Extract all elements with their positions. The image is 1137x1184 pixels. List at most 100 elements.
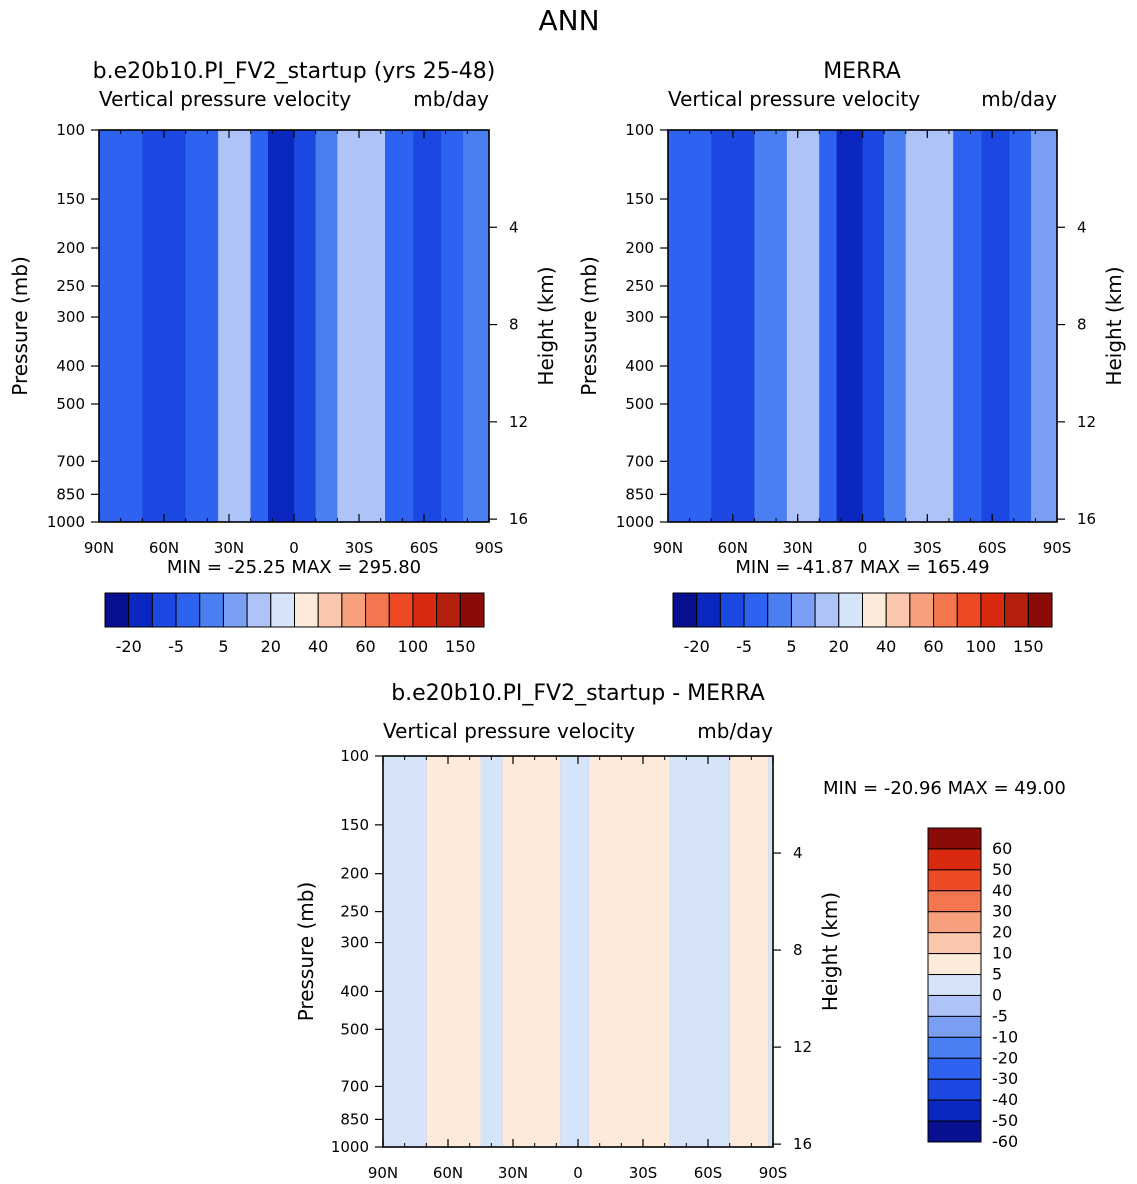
x-tick-label: 0 <box>858 539 868 557</box>
min-max-stats: MIN = -25.25 MAX = 295.80 <box>167 557 421 578</box>
colorbar: -20 -5 5 20 40 60 100 150 <box>672 592 1053 656</box>
min-max-stats: MIN = -41.87 MAX = 165.49 <box>735 557 989 578</box>
contour-band <box>754 130 787 522</box>
x-tick-label: 90S <box>759 1164 788 1182</box>
y-tick-label: 250 <box>340 903 369 921</box>
colorbar-box <box>104 592 130 628</box>
min-max-stats: MIN = -20.96 MAX = 49.00 <box>823 778 1066 799</box>
colorbar-box <box>927 953 982 976</box>
chart-subtitle: Vertical pressure velocity <box>99 87 351 111</box>
y-right-tick-label: 4 <box>1077 218 1087 236</box>
x-tick-label: 60N <box>718 539 748 557</box>
y-right-axis-label: Height (km) <box>818 892 842 1011</box>
colorbar-box <box>927 1120 982 1143</box>
colorbar-label: -5 <box>992 1006 1008 1025</box>
y-tick-label: 150 <box>625 190 654 208</box>
x-tick-label: 90N <box>653 539 683 557</box>
colorbar-label: 10 <box>992 944 1012 963</box>
colorbar-box <box>838 592 863 628</box>
colorbar-box <box>222 592 248 628</box>
y-tick-label: 400 <box>625 357 654 375</box>
colorbar-box <box>672 592 698 628</box>
colorbar-box <box>927 890 982 913</box>
colorbar-label: 5 <box>218 637 228 656</box>
plot-area <box>668 130 1057 522</box>
colorbar-label: -30 <box>992 1069 1018 1088</box>
y-right-tick-label: 12 <box>793 1038 812 1056</box>
colorbar-box <box>199 592 224 628</box>
y-right-tick-label: 12 <box>509 413 528 431</box>
y-tick-label: 150 <box>340 816 369 834</box>
contour-band <box>441 130 463 522</box>
contour-band <box>413 130 442 522</box>
contour-band <box>588 756 669 1147</box>
colorbar-box <box>927 1078 982 1101</box>
y-right-axis-label: Height (km) <box>534 266 558 385</box>
colorbar-box <box>927 1036 982 1059</box>
colorbar-box <box>317 592 343 628</box>
y-tick-label: 500 <box>56 395 85 413</box>
contour-band <box>315 130 338 522</box>
y-tick-label: 100 <box>340 747 369 765</box>
x-tick-label: 60S <box>694 1164 723 1182</box>
chart-panel-2: MERRA Vertical pressure velocity mb/day 90N… <box>577 59 1126 656</box>
x-tick-label: 30S <box>913 539 942 557</box>
colorbar-label: 60 <box>923 637 943 656</box>
colorbar-box <box>743 592 769 628</box>
y-axis-label: Pressure (mb) <box>577 256 601 396</box>
contour-band <box>463 130 489 522</box>
colorbar-box <box>980 592 1006 628</box>
colorbar-box <box>294 592 319 628</box>
y-right-axis-label: Height (km) <box>1102 266 1126 385</box>
colorbar-box <box>365 592 390 628</box>
contour-band <box>905 130 954 522</box>
chart-title: b.e20b10.PI_FV2_startup - MERRA <box>391 681 765 706</box>
colorbar-box <box>246 592 272 628</box>
contour-band <box>480 756 503 1147</box>
contour-band <box>385 130 414 522</box>
colorbar-box <box>790 592 816 628</box>
x-tick-label: 30N <box>498 1164 528 1182</box>
chart-units: mb/day <box>981 87 1057 111</box>
x-tick-label: 30S <box>629 1164 658 1182</box>
x-tick-label: 0 <box>573 1164 583 1182</box>
contour-band <box>953 130 982 522</box>
x-tick-label: 90S <box>475 539 504 557</box>
y-tick-label: 300 <box>340 934 369 952</box>
colorbar-box <box>927 869 982 892</box>
colorbar-label: 20 <box>829 637 849 656</box>
colorbar-label: 20 <box>261 637 281 656</box>
contour-band <box>142 130 186 522</box>
plot-area <box>383 756 773 1147</box>
colorbar-box <box>927 1057 982 1080</box>
colorbar-box <box>927 827 982 850</box>
x-tick-label: 30N <box>783 539 813 557</box>
x-tick-label: 60N <box>433 1164 463 1182</box>
x-tick-label: 90N <box>368 1164 398 1182</box>
x-tick-label: 90N <box>84 539 114 557</box>
colorbar-box <box>885 592 911 628</box>
contour-band <box>268 130 294 522</box>
colorbar-label: -60 <box>992 1132 1018 1151</box>
colorbar-box <box>927 1015 982 1038</box>
colorbar-box <box>459 592 485 628</box>
chart-panel-1: b.e20b10.PI_FV2_startup (yrs 25-48) Verti… <box>8 59 558 656</box>
y-tick-label: 300 <box>625 308 654 326</box>
contour-band <box>836 130 863 522</box>
colorbar-label: 30 <box>992 902 1012 921</box>
chart-panel-3: b.e20b10.PI_FV2_startup - MERRA Vertical … <box>294 681 1066 1182</box>
contour-band <box>768 756 773 1147</box>
y-tick-label: 850 <box>625 485 654 503</box>
contour-band <box>786 130 820 522</box>
y-tick-label: 100 <box>56 121 85 139</box>
colorbar-box <box>927 1099 982 1122</box>
y-right-tick-label: 16 <box>509 510 528 528</box>
panels: b.e20b10.PI_FV2_startup (yrs 25-48) Verti… <box>8 59 1126 1182</box>
y-right-tick-label: 8 <box>793 941 803 959</box>
colorbar-box <box>1004 592 1029 628</box>
y-right-tick-label: 8 <box>1077 316 1087 334</box>
colorbar-label: 50 <box>992 860 1012 879</box>
colorbar-box <box>128 592 153 628</box>
contour-band <box>337 130 385 522</box>
